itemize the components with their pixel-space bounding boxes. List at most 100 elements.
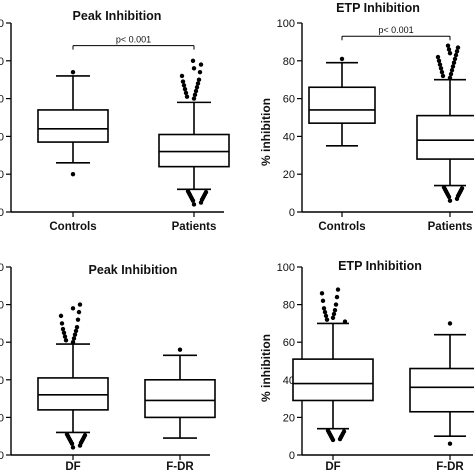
box-df [292,287,374,443]
panel-1-title: Peak Inhibition [73,9,162,23]
outlier-point [449,68,455,73]
outlier-point [446,47,452,52]
y-tick-label: 20 [283,169,295,181]
outlier-point [70,445,76,450]
y-tick-label: 20 [0,169,4,181]
outlier-point [60,326,66,332]
outlier-point [177,347,183,352]
outlier-point [193,88,199,94]
iqr-box [158,133,230,168]
outlier-point [447,198,453,203]
p-value-label: p< 0.001 [116,35,151,45]
outlier-point [323,313,329,319]
outlier-point [76,309,82,315]
outlier-point [181,83,187,88]
outlier-point [70,306,76,311]
outlier-point [74,324,80,330]
box-controls [308,56,376,147]
y-tick-label: 40 [283,131,295,143]
outlier-point [198,62,204,67]
outlier-point [435,54,441,60]
outlier-point [450,64,456,69]
outlier-point [180,79,186,84]
outlier-point [191,202,197,207]
outlier-point [197,69,203,75]
box-df [37,302,109,450]
outlier-point [325,428,331,433]
category-label-df: DF [325,461,340,473]
outlier-point [191,66,197,71]
outlier-point [183,90,189,96]
outlier-point [192,92,198,98]
category-label-controls: Controls [49,221,96,233]
outlier-point [342,319,348,324]
y-tick-label: 100 [277,18,295,30]
outlier-point [184,94,190,99]
y-tick-label: 80 [283,56,295,68]
y-tick-label: 0 [289,207,295,219]
outlier-point [453,52,459,58]
y-tick-label: 100 [0,262,4,274]
box-f-dr [144,347,216,439]
y-tick-label: 20 [0,412,4,424]
outlier-point [63,338,69,343]
category-label-patients: Patients [428,221,473,233]
panel-2-plot: 0 20 40 60 80 100 Controls Patients p< 0.001 [277,18,474,233]
outlier-point [334,294,340,300]
outlier-point [195,81,201,86]
outlier-point [448,71,454,77]
panel-2-title: ETP Inhibition [336,1,420,15]
outlier-point [58,313,64,319]
iqr-box [308,86,376,124]
y-tick-label: 80 [283,300,295,312]
outlier-point [322,309,328,315]
outlier-point [190,58,196,63]
outlier-point [333,302,339,307]
p-value-label: p< 0.001 [378,25,413,35]
y-tick-label: 40 [0,375,4,387]
box-f-dr [409,321,474,446]
outlier-point [62,334,68,339]
y-tick-label: 100 [0,18,4,30]
y-tick-label: 60 [0,337,4,349]
box-controls [37,69,109,177]
y-tick-label: 20 [283,412,295,424]
y-tick-label: 80 [0,300,4,312]
outlier-point [319,291,325,296]
outlier-point [451,60,457,65]
y-tick-label: 0 [0,207,4,219]
category-label-f-dr: F-DR [166,461,194,473]
category-label-df: DF [65,461,80,473]
category-label-controls: Controls [318,221,365,233]
outlier-point [447,321,453,326]
outlier-point [72,332,78,337]
iqr-box [37,109,109,143]
outlier-point [445,43,451,48]
y-tick-label: 80 [0,56,4,68]
outlier-point [82,433,88,438]
outlier-point [439,69,445,75]
outlier-point [71,336,77,341]
category-label-patients: Patients [172,221,217,233]
y-tick-label: 0 [0,450,4,462]
y-tick-label: 0 [289,450,295,462]
outlier-point [324,317,330,322]
panel-1-plot: 0 20 40 60 80 100 Controls Patients p< 0.001 [0,18,230,233]
outlier-point [194,85,200,90]
panel-peak-inhibition-df-fdr: Peak Inhibition [89,263,178,277]
outlier-point [77,302,83,307]
y-tick-label: 100 [277,262,295,274]
panel-4-ylabel: % inhibition [259,334,273,402]
category-label-f-dr: F-DR [436,461,464,473]
panel-etp-inhibition-controls-patients: ETP Inhibition % inhibition [259,1,420,166]
outlier-point [179,73,185,79]
y-tick-label: 60 [283,94,295,106]
outlier-point [73,328,79,334]
outlier-point [330,315,336,320]
panel-4-plot: 0 20 40 60 80 100 DF F-DR [277,262,474,473]
outlier-point [447,75,453,81]
outlier-point [335,287,341,292]
outlier-point [320,298,326,304]
outlier-point [332,308,338,313]
